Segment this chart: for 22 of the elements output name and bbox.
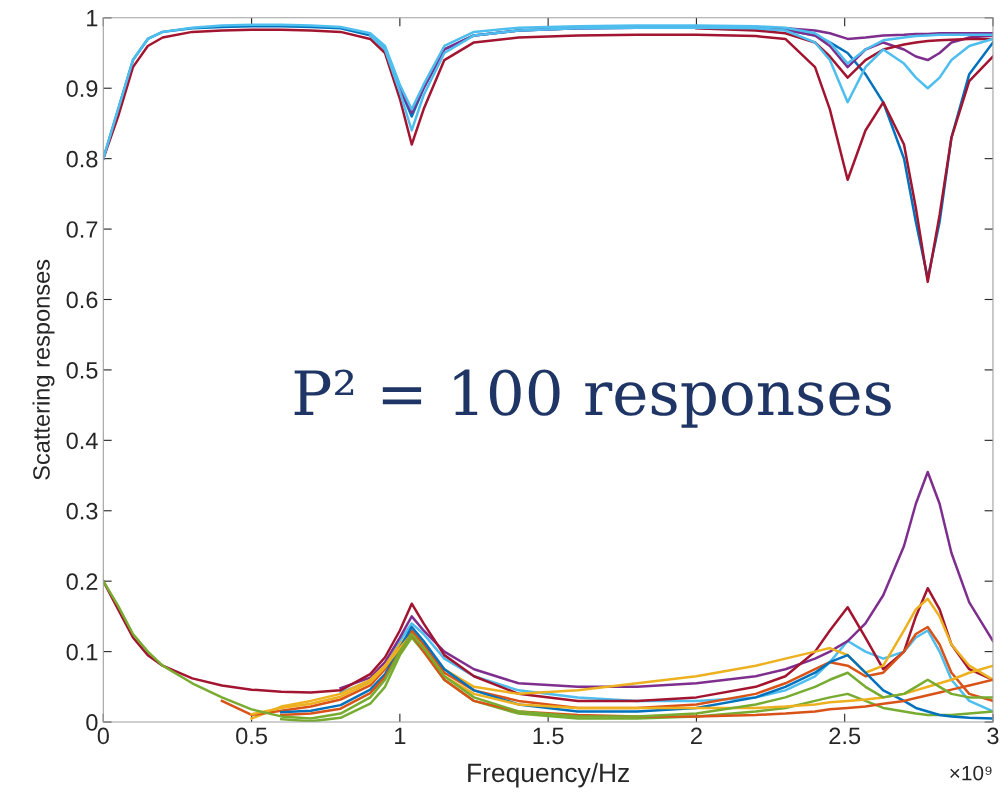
x-tick-label: 1 — [395, 727, 406, 744]
y-tick-label: 0.6 — [66, 291, 98, 309]
y-tick-label: 0.5 — [66, 361, 98, 379]
y-tick-label: 0.9 — [66, 80, 98, 98]
y-tick-label: 0 — [86, 714, 98, 731]
annotation: P² = 100 responses — [294, 369, 891, 428]
x-tick-label: 0 — [97, 727, 109, 745]
x-tick-label: 1.5 — [533, 727, 564, 745]
x-tick-label: 2 — [691, 727, 702, 744]
x-tick-label: 2.5 — [829, 727, 861, 745]
y-tick-label: 0.2 — [66, 573, 98, 590]
y-tick-label: 0.8 — [66, 150, 98, 168]
y-tick-label: 0.3 — [66, 502, 98, 520]
x-tick-label: 0.5 — [236, 727, 268, 745]
x-tick-label: 3 — [987, 727, 999, 745]
y-tick-label: 1 — [87, 10, 98, 27]
text: ×10⁹ — [950, 765, 992, 781]
y-tick-label: 0.1 — [66, 643, 98, 661]
x-axis-title: Frequency/Hz — [468, 762, 629, 788]
y-tick-label: 0.7 — [66, 221, 98, 238]
y-axis-title: Scattering responses — [32, 259, 55, 480]
y-tick-label: 0.4 — [66, 432, 98, 450]
